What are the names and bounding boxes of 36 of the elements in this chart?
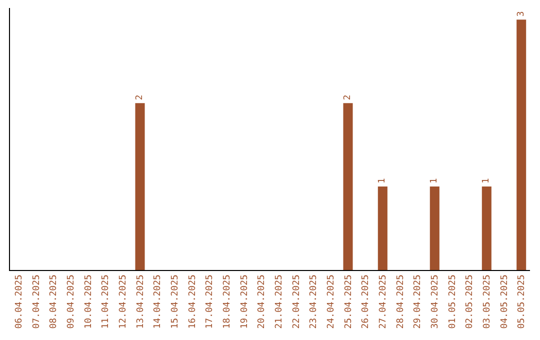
x-tick-label: 03.05.2025: [482, 274, 493, 329]
x-tick-label: 09.04.2025: [66, 274, 77, 329]
x-tick-label: 20.04.2025: [257, 274, 268, 329]
x-tick-label: 29.04.2025: [413, 274, 424, 329]
data-label: 3: [516, 11, 526, 17]
x-tick-label: 28.04.2025: [396, 274, 406, 329]
x-tick-label: 05.05.2025: [517, 274, 528, 329]
x-tick-label: 10.04.2025: [84, 274, 94, 329]
x-tick-label: 22.04.2025: [292, 274, 302, 329]
x-tick-label: 30.04.2025: [430, 274, 441, 329]
x-tick-label: 06.04.2025: [14, 274, 25, 329]
x-tick-label: 16.04.2025: [188, 274, 198, 329]
x-tick-label: 23.04.2025: [309, 274, 320, 329]
x-tick-label: 17.04.2025: [205, 274, 216, 329]
data-label: 2: [135, 94, 145, 100]
x-tick-label: 25.04.2025: [344, 274, 354, 329]
x-tick-label: 13.04.2025: [136, 274, 146, 329]
x-tick-label: 26.04.2025: [361, 274, 372, 329]
x-tick-label: 01.05.2025: [448, 274, 458, 329]
x-tick-label: 12.04.2025: [118, 274, 129, 329]
data-label: 1: [378, 178, 388, 184]
x-tick-label: 21.04.2025: [274, 274, 285, 329]
x-tick-label: 18.04.2025: [222, 274, 233, 329]
x-tick-label: 15.04.2025: [170, 274, 181, 329]
data-label: 1: [430, 178, 440, 184]
x-tick-label: 04.05.2025: [500, 274, 510, 329]
x-tick-label: 14.04.2025: [153, 274, 164, 329]
data-label: 2: [343, 94, 353, 100]
x-tick-label: 08.04.2025: [49, 274, 60, 329]
x-tick-label: 19.04.2025: [240, 274, 250, 329]
x-tick-label: 11.04.2025: [101, 274, 112, 329]
x-tick-label: 24.04.2025: [326, 274, 337, 329]
x-tick-label: 02.05.2025: [465, 274, 476, 329]
data-label: 1: [482, 178, 492, 184]
x-tick-label: 07.04.2025: [32, 274, 42, 329]
x-tick-label: 27.04.2025: [378, 274, 389, 329]
